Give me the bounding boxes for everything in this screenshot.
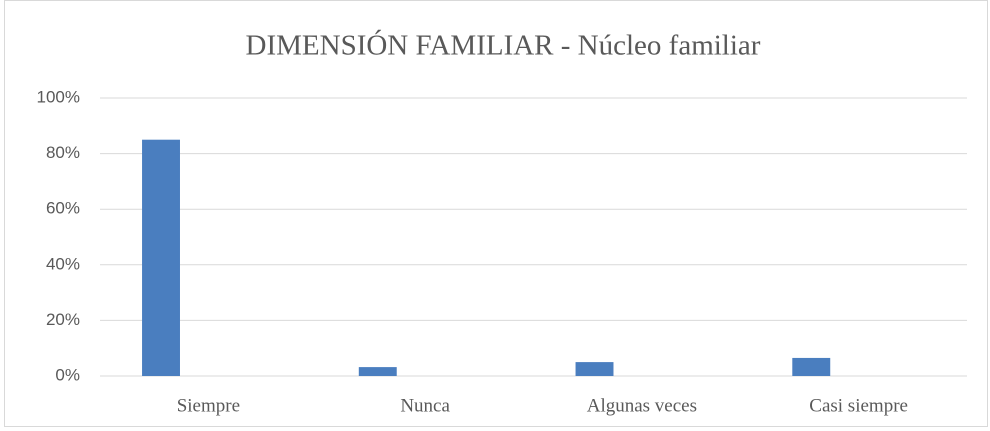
x-tick-label: Casi siempre xyxy=(809,395,908,416)
y-tick-label: 60% xyxy=(46,199,80,218)
chart-title: DIMENSIÓN FAMILIAR - Núcleo familiar xyxy=(246,29,761,62)
y-tick-label: 40% xyxy=(46,254,80,273)
bar xyxy=(358,367,397,376)
y-tick-label: 20% xyxy=(46,310,80,329)
y-tick-label: 80% xyxy=(46,143,80,162)
x-tick-label: Siempre xyxy=(177,395,240,416)
bar xyxy=(792,357,831,376)
bar xyxy=(142,139,180,376)
y-tick-label: 100% xyxy=(37,87,80,106)
bar xyxy=(575,362,614,376)
x-tick-label: Algunas veces xyxy=(587,395,697,416)
x-tick-label: Nunca xyxy=(400,395,450,416)
y-tick-label: 0% xyxy=(55,365,80,384)
